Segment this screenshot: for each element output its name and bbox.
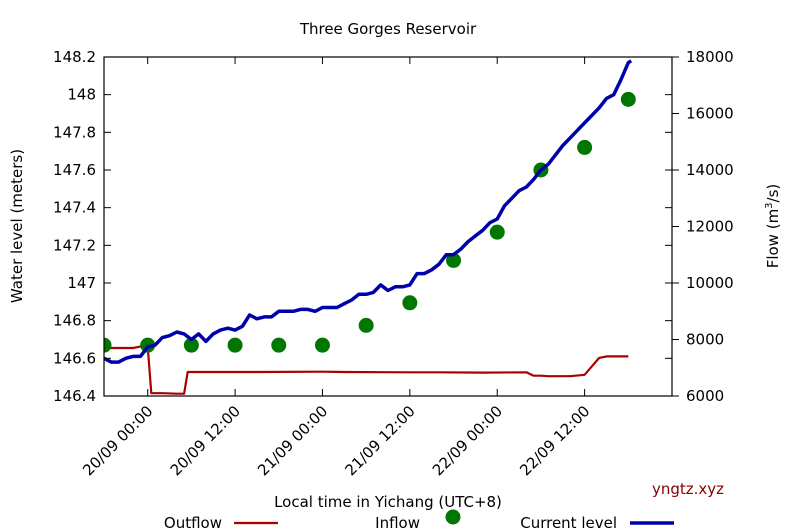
legend-swatch-inflow <box>445 509 461 525</box>
y-tick-label: 146.8 <box>53 312 96 330</box>
y2-tick-label: 16000 <box>686 105 734 123</box>
y2-tick-label: 14000 <box>686 161 734 179</box>
x-axis-label: Local time in Yichang (UTC+8) <box>274 493 502 511</box>
x-tick-label: 22/09 00:00 <box>429 402 506 479</box>
y2-tick-label: 10000 <box>686 274 734 292</box>
legend: Outflow Inflow Current level <box>164 509 674 532</box>
data-point-inflow <box>314 337 330 353</box>
x-tick-label: 21/09 00:00 <box>254 402 331 479</box>
series-line-outflow <box>104 345 629 395</box>
x-tick-label: 22/09 12:00 <box>516 402 593 479</box>
data-point-inflow <box>489 224 505 240</box>
y-tick-label: 146.6 <box>53 349 96 367</box>
data-point-inflow <box>402 295 418 311</box>
data-point-inflow <box>271 337 287 353</box>
y2-axis-label: Flow (m3/s) <box>764 184 782 269</box>
series-group <box>104 59 636 395</box>
y-tick-label: 146.4 <box>53 387 96 405</box>
chart-title: Three Gorges Reservoir <box>299 20 477 38</box>
legend-label-outflow: Outflow <box>164 514 222 532</box>
legend-label-current-level: Current level <box>520 514 617 532</box>
x-tick-label: 20/09 00:00 <box>79 402 156 479</box>
data-point-inflow <box>577 139 593 155</box>
series-line-current-level <box>104 59 633 364</box>
y2-tick-label: 8000 <box>686 331 724 349</box>
y-tick-label: 147 <box>67 274 96 292</box>
y-tick-label: 148 <box>67 86 96 104</box>
y2-axis-label-suffix: /s) <box>764 184 782 203</box>
data-point-inflow <box>140 337 156 353</box>
y2-tick-label: 12000 <box>686 218 734 236</box>
data-point-inflow <box>446 252 462 268</box>
data-point-inflow <box>183 337 199 353</box>
x-tick-label: 21/09 12:00 <box>341 402 418 479</box>
data-point-inflow <box>358 317 374 333</box>
y2-axis-label-sup: 3 <box>764 202 775 208</box>
data-point-inflow <box>620 91 636 107</box>
y-tick-label: 147.8 <box>53 123 96 141</box>
y-tick-label: 147.6 <box>53 161 96 179</box>
data-point-inflow <box>227 337 243 353</box>
y-tick-label: 148.2 <box>53 48 96 66</box>
y-axis-label: Water level (meters) <box>8 149 26 303</box>
y2-tick-label: 18000 <box>686 48 734 66</box>
y-tick-label: 147.2 <box>53 236 96 254</box>
y2-axis-label-prefix: Flow (m <box>764 209 782 268</box>
axes: 146.4 146.6 146.8 147 147.2 147.4 147.6 147.8 14… <box>53 48 734 479</box>
y-tick-label: 147.4 <box>53 199 96 217</box>
y2-tick-label: 6000 <box>686 387 724 405</box>
legend-label-inflow: Inflow <box>375 514 420 532</box>
data-point-inflow <box>104 337 112 353</box>
x-tick-label: 20/09 12:00 <box>167 402 244 479</box>
watermark: yngtz.xyz <box>652 480 724 498</box>
plot-area <box>104 59 636 395</box>
